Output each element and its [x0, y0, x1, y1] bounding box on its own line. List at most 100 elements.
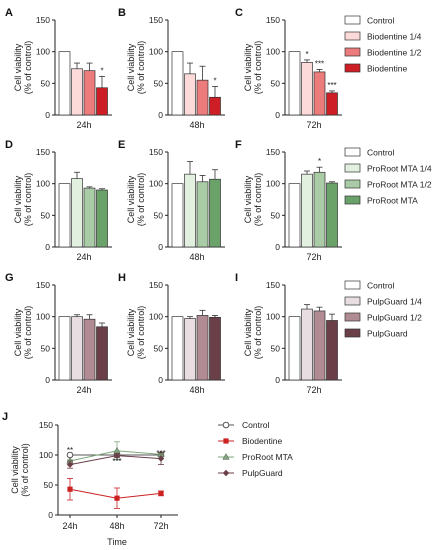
- j-x-axis-label: Time: [107, 537, 127, 547]
- data-point-biodentine: [158, 490, 164, 496]
- significance-label: ***: [327, 81, 336, 90]
- panel-ylabel-line1: Cell viability: [126, 43, 136, 91]
- y-tick-label: 0: [275, 110, 280, 120]
- bar-3: [209, 316, 221, 381]
- panel-ylabel-line1: Cell viability: [243, 175, 253, 223]
- x-category-label: 48h: [189, 252, 204, 262]
- panel-j: J Cell viability (% of control) 0 50 100 150 24…: [2, 411, 293, 547]
- legend-label: Biodentine 1/4: [367, 32, 422, 42]
- legend-marker: [222, 453, 230, 460]
- bar-3: [96, 189, 108, 248]
- panel-ylabel-line1: Cell viability: [243, 308, 253, 356]
- bar-2: [83, 70, 96, 116]
- panel-letter: G: [5, 272, 14, 284]
- bar-0: [288, 316, 301, 381]
- legend-label: Control: [367, 16, 395, 26]
- panel-d: D Cell viability (% of control) 0 50 100 150 24…: [5, 139, 112, 262]
- significance-label: ***: [112, 457, 121, 466]
- y-tick-label: 0: [158, 110, 163, 120]
- y-tick-label: 150: [266, 280, 280, 290]
- legend-swatch: [344, 15, 361, 25]
- significance-label: ***: [315, 59, 324, 68]
- legend-label: Control: [242, 420, 270, 430]
- legend-label: Control: [367, 148, 395, 158]
- y-tick-label: 150: [266, 147, 280, 157]
- bar-3: [209, 96, 221, 116]
- y-tick-label: 100: [149, 47, 163, 57]
- legend-marker: [222, 469, 230, 477]
- bar-3: [96, 326, 108, 381]
- panel-letter: D: [5, 139, 13, 151]
- y-tick-label: 100: [149, 312, 163, 322]
- bar-0: [171, 51, 184, 116]
- y-tick-label: 50: [41, 210, 51, 220]
- bar-0: [288, 183, 301, 248]
- y-tick-label: 100: [36, 47, 50, 57]
- data-point-biodentine: [67, 486, 73, 492]
- panel-letter: B: [118, 7, 126, 19]
- y-tick-label: 50: [154, 343, 164, 353]
- significance-label: *: [318, 157, 321, 166]
- significance-label: *: [100, 66, 103, 75]
- panel-letter: J: [2, 411, 8, 423]
- legend-label: Control: [367, 281, 395, 291]
- panel-letter: F: [235, 139, 242, 151]
- legend-swatch: [344, 195, 361, 205]
- y-tick-label: 0: [158, 375, 163, 385]
- data-point-pulpguard: [157, 455, 165, 462]
- y-tick-label: 150: [36, 147, 50, 157]
- bar-3: [209, 178, 221, 248]
- panel-letter: H: [118, 272, 126, 284]
- legend-label: ProRoot MTA 1/2: [367, 180, 432, 190]
- data-point-pulpguard: [66, 461, 74, 468]
- panel-i: I Cell viability (% of control) 0 50 100 150 72…: [235, 272, 422, 395]
- panel-j-ylabel-line1: Cell viability: [10, 446, 20, 494]
- bar-1: [301, 173, 313, 248]
- panel-letter: E: [118, 139, 125, 151]
- y-tick-label: 150: [149, 147, 163, 157]
- legend-label: ProRoot MTA: [367, 196, 418, 206]
- bar-0: [288, 51, 301, 116]
- data-point-biodentine: [114, 495, 120, 501]
- y-tick-label: 50: [271, 343, 281, 353]
- panel-ylabel-line1: Cell viability: [126, 308, 136, 356]
- y-tick-label: 100: [149, 179, 163, 189]
- data-point-proroot: [113, 446, 121, 454]
- legend-swatch: [344, 31, 361, 41]
- j-x-tick-label: 24h: [62, 521, 77, 531]
- panel-letter: A: [5, 7, 13, 19]
- y-tick-label: 100: [266, 47, 280, 57]
- x-category-label: 72h: [306, 252, 321, 262]
- bar-0: [58, 51, 71, 116]
- y-tick-label: 0: [45, 242, 50, 252]
- x-category-label: 72h: [306, 120, 321, 130]
- x-category-label: 72h: [306, 385, 321, 395]
- bar-2: [196, 315, 209, 381]
- panel-ylabel-line2: (% of control): [136, 41, 146, 95]
- legend-swatch: [344, 328, 361, 338]
- y-tick-label: 100: [36, 179, 50, 189]
- j-y-tick-label: 50: [44, 480, 54, 490]
- y-tick-label: 0: [275, 242, 280, 252]
- legend-label: Biodentine 1/2: [367, 48, 422, 58]
- legend-swatch: [344, 280, 361, 290]
- y-tick-label: 150: [266, 15, 280, 25]
- legend-label: PulpGuard 1/2: [367, 313, 422, 323]
- panel-a: A Cell viability (% of control) 0 50 100 150 * 2…: [5, 7, 112, 130]
- j-y-tick-label: 0: [48, 510, 53, 520]
- y-tick-label: 150: [36, 15, 50, 25]
- panel-letter: C: [235, 7, 243, 19]
- bar-1: [71, 68, 83, 116]
- y-tick-label: 50: [154, 78, 164, 88]
- panel-e: E Cell viability (% of control) 0 50 100 150 48…: [118, 139, 225, 262]
- x-category-label: 24h: [76, 120, 91, 130]
- legend-swatch: [344, 163, 361, 173]
- panel-letter: I: [235, 272, 238, 284]
- bar-2: [313, 71, 326, 116]
- legend-label: Biodentine: [367, 64, 407, 74]
- panel-ylabel-line2: (% of control): [136, 173, 146, 227]
- panel-ylabel-line2: (% of control): [23, 306, 33, 360]
- panel-ylabel-line2: (% of control): [253, 306, 263, 360]
- bar-2: [83, 318, 96, 381]
- bar-3: [96, 87, 108, 116]
